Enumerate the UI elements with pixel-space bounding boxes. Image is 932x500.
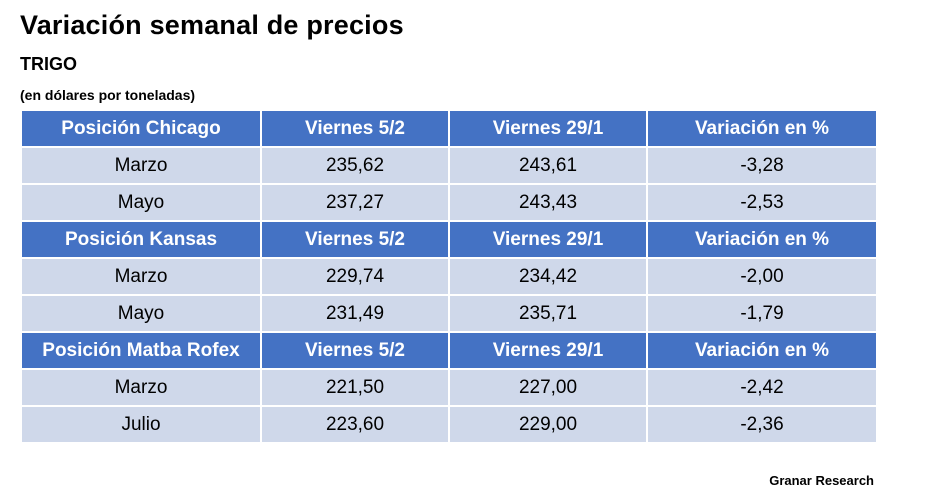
- price-cell: 235,62: [262, 148, 448, 183]
- price-cell: 229,00: [450, 407, 646, 442]
- variation-cell: -2,36: [648, 407, 876, 442]
- table-row: Mayo 237,27 243,43 -2,53: [22, 185, 876, 220]
- variation-cell: -2,00: [648, 259, 876, 294]
- column-header-variacion: Variación en %: [648, 111, 876, 146]
- row-label: Marzo: [22, 370, 260, 405]
- section-header-label: Posición Matba Rofex: [22, 333, 260, 368]
- price-cell: 237,27: [262, 185, 448, 220]
- variation-cell: -2,42: [648, 370, 876, 405]
- table-row: Marzo 229,74 234,42 -2,00: [22, 259, 876, 294]
- price-cell: 235,71: [450, 296, 646, 331]
- column-header-viernes-5-2: Viernes 5/2: [262, 111, 448, 146]
- variation-cell: -2,53: [648, 185, 876, 220]
- row-label: Mayo: [22, 185, 260, 220]
- price-cell: 221,50: [262, 370, 448, 405]
- price-cell: 231,49: [262, 296, 448, 331]
- price-cell: 243,61: [450, 148, 646, 183]
- price-table: Posición Chicago Viernes 5/2 Viernes 29/…: [20, 109, 878, 444]
- section-header-label: Posición Chicago: [22, 111, 260, 146]
- section-header-row: Posición Kansas Viernes 5/2 Viernes 29/1…: [22, 222, 876, 257]
- section-header-label: Posición Kansas: [22, 222, 260, 257]
- price-cell: 234,42: [450, 259, 646, 294]
- price-cell: 243,43: [450, 185, 646, 220]
- unit-note: (en dólares por toneladas): [20, 87, 196, 103]
- column-header-variacion: Variación en %: [648, 333, 876, 368]
- section-header-row: Posición Chicago Viernes 5/2 Viernes 29/…: [22, 111, 876, 146]
- price-cell: 227,00: [450, 370, 646, 405]
- row-label: Julio: [22, 407, 260, 442]
- column-header-viernes-29-1: Viernes 29/1: [450, 111, 646, 146]
- column-header-viernes-29-1: Viernes 29/1: [450, 222, 646, 257]
- row-label: Marzo: [22, 259, 260, 294]
- variation-cell: -3,28: [648, 148, 876, 183]
- row-label: Marzo: [22, 148, 260, 183]
- source-credit: Granar Research: [769, 473, 874, 488]
- table-row: Marzo 221,50 227,00 -2,42: [22, 370, 876, 405]
- variation-cell: -1,79: [648, 296, 876, 331]
- table-row: Mayo 231,49 235,71 -1,79: [22, 296, 876, 331]
- price-cell: 229,74: [262, 259, 448, 294]
- column-header-variacion: Variación en %: [648, 222, 876, 257]
- column-header-viernes-29-1: Viernes 29/1: [450, 333, 646, 368]
- price-cell: 223,60: [262, 407, 448, 442]
- commodity-subtitle: TRIGO: [20, 54, 77, 74]
- column-header-viernes-5-2: Viernes 5/2: [262, 222, 448, 257]
- table-row: Marzo 235,62 243,61 -3,28: [22, 148, 876, 183]
- page-title: Variación semanal de precios: [20, 10, 404, 40]
- column-header-viernes-5-2: Viernes 5/2: [262, 333, 448, 368]
- section-header-row: Posición Matba Rofex Viernes 5/2 Viernes…: [22, 333, 876, 368]
- table-row: Julio 223,60 229,00 -2,36: [22, 407, 876, 442]
- row-label: Mayo: [22, 296, 260, 331]
